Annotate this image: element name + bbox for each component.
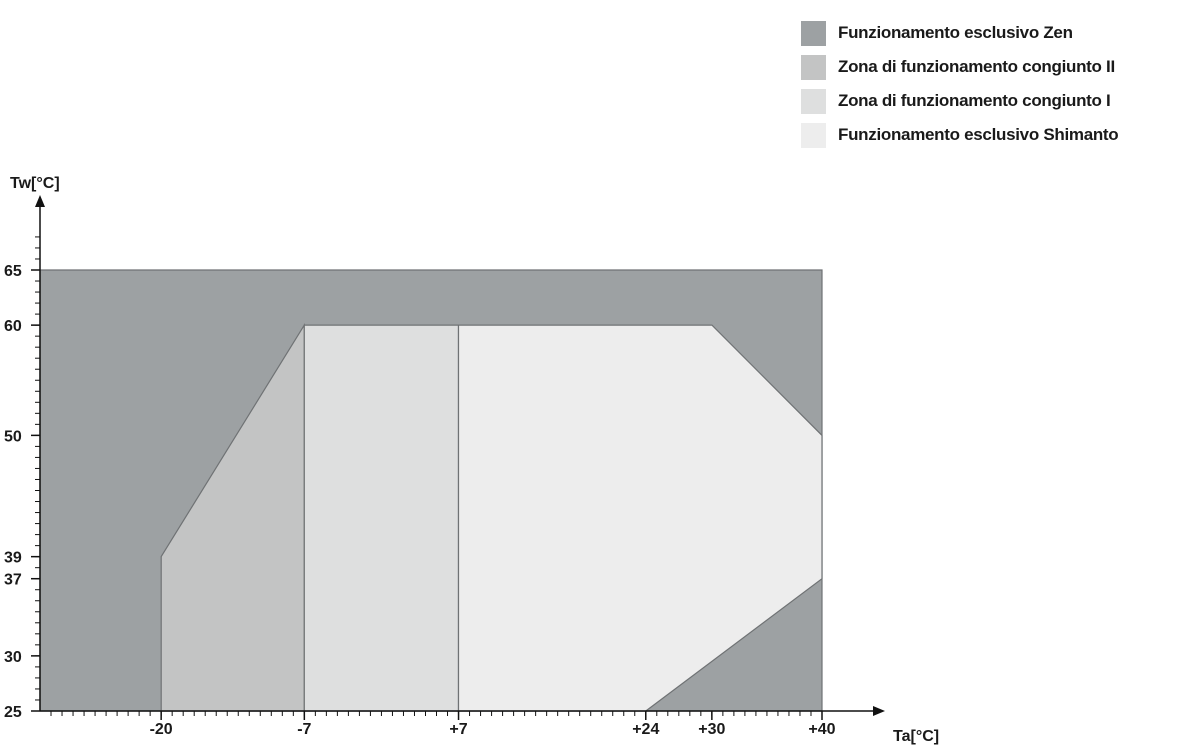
legend-label-congiunto-ii: Zona di funzionamento congiunto II [838, 57, 1115, 76]
x-axis-label: Ta[°C] [893, 728, 939, 745]
y-tick-label: 30 [4, 649, 22, 666]
y-tick-label: 50 [4, 428, 22, 445]
legend-label-zen: Funzionamento esclusivo Zen [838, 23, 1073, 42]
x-tick-label: +30 [698, 721, 725, 738]
x-tick-label: -7 [297, 721, 311, 738]
chart-ticks [31, 236, 823, 720]
legend-item-congiunto-i: Zona di funzionamento congiunto I [801, 84, 1118, 118]
legend-swatch-congiunto-ii [801, 54, 826, 80]
y-tick-label: 65 [4, 263, 22, 280]
y-tick-label: 39 [4, 550, 22, 567]
chart-areas [39, 269, 823, 712]
y-axis-label: Tw[°C] [10, 175, 60, 192]
legend-swatch-zen [801, 20, 826, 46]
legend-swatch-congiunto-i [801, 88, 826, 114]
y-tick-label: 60 [4, 318, 22, 335]
x-tick-label: -20 [150, 721, 173, 738]
y-tick-label: 25 [4, 704, 22, 721]
area-zona-di-funzionamento-congiunto-i [303, 324, 460, 712]
legend-item-congiunto-ii: Zona di funzionamento congiunto II [801, 50, 1118, 84]
legend-label-shimanto: Funzionamento esclusivo Shimanto [838, 125, 1119, 144]
x-tick-label: +7 [449, 721, 467, 738]
legend-item-shimanto: Funzionamento esclusivo Shimanto [801, 118, 1119, 152]
x-axis-arrow-icon [873, 706, 885, 716]
chart-axes [35, 195, 885, 716]
legend: Funzionamento esclusivo Zen Zona di funz… [801, 16, 1119, 152]
legend-label-congiunto-i: Zona di funzionamento congiunto I [838, 91, 1111, 110]
legend-swatch-shimanto [801, 122, 826, 148]
legend-item-zen: Funzionamento esclusivo Zen [801, 16, 1118, 50]
x-tick-label: +24 [632, 721, 659, 738]
x-tick-label: +40 [808, 721, 835, 738]
y-axis-arrow-icon [35, 195, 45, 207]
y-tick-label: 37 [4, 572, 22, 589]
chart-tick-labels: -20 -7 +7 +24 +30 +40 25 30 37 39 50 60 65 [4, 263, 836, 738]
